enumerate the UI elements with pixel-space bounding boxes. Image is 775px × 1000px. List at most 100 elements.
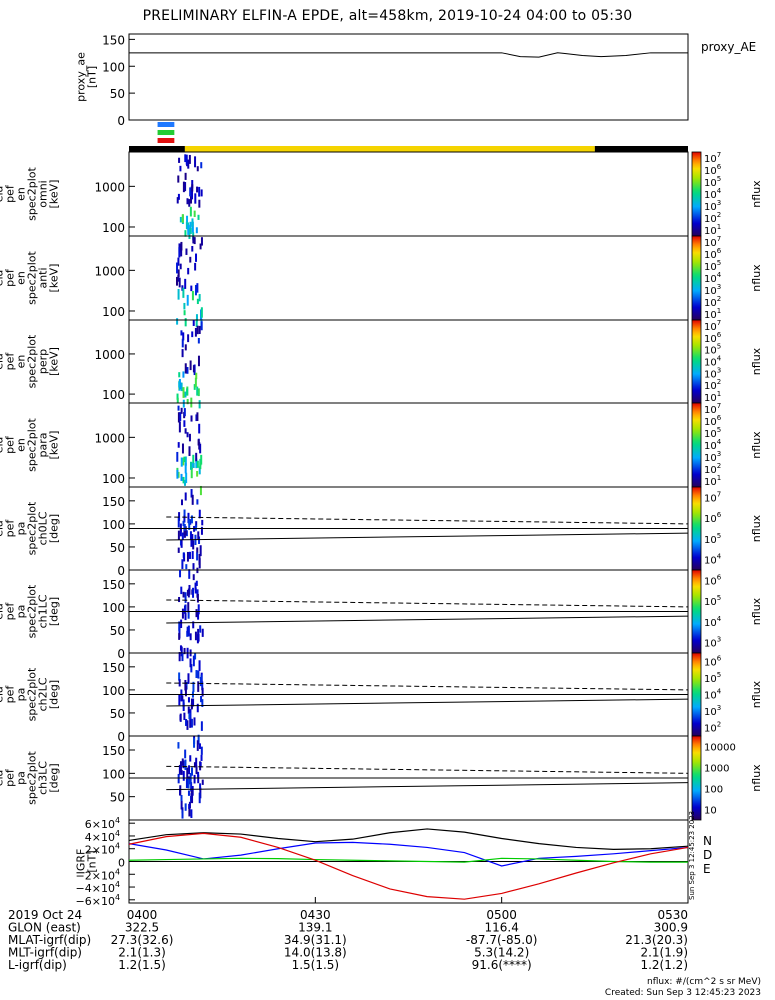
panel-8-spectrum-cell bbox=[187, 777, 190, 789]
panel-2-spectrum-cell bbox=[176, 276, 179, 286]
panel-6-spectrum-cell bbox=[186, 626, 189, 634]
panel-4-spectrum-cell bbox=[197, 439, 200, 446]
panel-2-spectrum-cell bbox=[177, 274, 180, 282]
igrf-series-by bbox=[128, 857, 688, 863]
panel-2-cbar-tick: 101 bbox=[704, 307, 721, 321]
panel-3-cbar-tick: 103 bbox=[704, 366, 721, 380]
panel-2-tick-label: 1000 bbox=[94, 264, 125, 278]
panel-6-spectrum-cell bbox=[192, 621, 195, 629]
panel-5-ylabel-line: [deg] bbox=[48, 514, 61, 543]
panel-2-colorbar bbox=[691, 235, 702, 321]
panel-8-colorbar bbox=[691, 735, 702, 821]
panel-1-spectrum-cell bbox=[184, 172, 187, 180]
panel-5-tick-label: 150 bbox=[102, 495, 125, 509]
panel-8-spectrum-cell bbox=[186, 767, 189, 779]
igrf-legend-E: E bbox=[703, 862, 711, 876]
proxy-ae-frame bbox=[128, 33, 689, 121]
panel-7-ylabel-line: spec2plot bbox=[26, 667, 39, 721]
panel-1-ylabel-line: en bbox=[15, 187, 28, 201]
panel-7-tick-label: 100 bbox=[102, 684, 125, 698]
panel-8-spectrum-cell bbox=[185, 778, 188, 789]
panel-7-spectrum-cell bbox=[179, 713, 182, 722]
panel-2-spectrum-cell bbox=[196, 283, 199, 293]
panel-2-spectrum-cell bbox=[200, 237, 203, 246]
panel-6-spectrum-cell bbox=[192, 574, 195, 581]
panel-8-spectrum-cell bbox=[177, 742, 180, 749]
panel-5-cbar-label: nflux bbox=[750, 514, 763, 542]
panel-2-spectrum-cell bbox=[178, 247, 181, 258]
panel-3-tick-label: 1000 bbox=[94, 348, 125, 362]
panel-7-spectrum-cell bbox=[180, 693, 183, 702]
panel-5-spectrum-cell bbox=[183, 515, 186, 523]
panel-1-tick-label: 1000 bbox=[94, 180, 125, 194]
time-row-value: 14.0(13.8) bbox=[284, 946, 347, 960]
panel-5-spectrum-cell bbox=[187, 512, 190, 524]
time-row-label: MLAT-igrf(dip) bbox=[8, 933, 91, 947]
panel-6-spectrum-cell bbox=[178, 633, 181, 640]
panel-5-colorbar bbox=[691, 486, 702, 571]
igrf-tick-label: 4×104 bbox=[85, 829, 120, 844]
panel-5-cbar-tick: 105 bbox=[704, 532, 721, 546]
panel-4-spectrum-cell bbox=[195, 452, 198, 462]
panel-1-tick-label: 100 bbox=[102, 221, 125, 235]
panel-5-spectrum-cell bbox=[189, 531, 192, 540]
panel-6-spectrum-cell bbox=[186, 589, 189, 596]
panel-8-spectrum-cell bbox=[190, 793, 193, 802]
panel-1-cbar-label: nflux bbox=[750, 180, 763, 208]
time-row-value: 2.1(1.3) bbox=[118, 946, 166, 960]
panel-6-spectrum-cell bbox=[194, 631, 197, 641]
panel-7-cbar-tick: 103 bbox=[704, 704, 721, 718]
panel-3-spectrum-cell bbox=[182, 371, 185, 378]
panel-3-spectrum-cell bbox=[196, 325, 199, 335]
panel-1-spectrum-cell bbox=[179, 216, 182, 223]
panel-7-spectrum-cell bbox=[178, 672, 181, 681]
panel-8-cbar-tick: 10000 bbox=[704, 743, 736, 754]
panel-4-frame bbox=[128, 402, 689, 488]
time-row-value: 0530 bbox=[657, 908, 688, 922]
panel-2-spectrum-cell bbox=[184, 318, 187, 327]
panel-5-spectrum-cell bbox=[191, 551, 194, 560]
panel-5-spectrum-cell bbox=[198, 536, 201, 544]
panel-6-ylabel-line: pa bbox=[15, 605, 28, 619]
panel-8-spectrum-cell bbox=[197, 774, 200, 784]
time-row-value: 0500 bbox=[486, 908, 517, 922]
panel-6-spectrum-cell bbox=[184, 612, 187, 621]
panel-7-spectrum-cell bbox=[196, 703, 199, 713]
panel-8-spectrum-cell bbox=[180, 800, 183, 810]
panel-2-spectrum-cell bbox=[179, 263, 182, 270]
panel-6-spectrum-cell bbox=[180, 586, 183, 595]
panel-1-spectrum-cell bbox=[186, 198, 189, 205]
panel-4-spectrum-cell bbox=[198, 423, 201, 434]
panel-2-spectrum-cell bbox=[196, 298, 199, 305]
panel-4-ylabel-line: spec2plot bbox=[26, 418, 39, 472]
time-row-value: 116.4 bbox=[484, 921, 518, 935]
panel-7-loss-cone-line bbox=[166, 698, 689, 707]
panel-3-spectrum-cell bbox=[182, 387, 185, 398]
panel-4-spectrum-cell bbox=[177, 412, 180, 423]
proxy-ae-legend: proxy_AE bbox=[701, 40, 756, 54]
panel-4-ylabel-line: ela bbox=[0, 437, 6, 454]
panel-7-cbar-tick: 106 bbox=[704, 654, 722, 668]
panel-5-spectrum-cell bbox=[190, 515, 193, 524]
panel-7-spectrum-cell bbox=[198, 660, 201, 671]
panel-2-spectrum-cell bbox=[184, 278, 187, 289]
panel-7-colorbar bbox=[691, 652, 702, 737]
panel-5-spectrum-cell bbox=[178, 512, 181, 521]
panel-8-loss-cone-line bbox=[166, 782, 689, 791]
panel-2-spectrum-cell bbox=[198, 294, 201, 302]
panel-6-cbar-tick: 105 bbox=[704, 594, 721, 608]
panel-4-spectrum-cell bbox=[177, 442, 180, 448]
panel-2-spectrum-cell bbox=[199, 243, 202, 250]
panel-6-spectrum-cell bbox=[187, 625, 190, 637]
panel-8-ylabel-line: [deg] bbox=[48, 763, 61, 792]
panel-5-spectrum-cell bbox=[179, 523, 182, 532]
panel-7-spectrum-cell bbox=[184, 685, 187, 697]
panel-4-spectrum-cell bbox=[183, 408, 186, 417]
panel-5-spectrum-cell bbox=[196, 499, 199, 505]
panel-5-spectrum-cell bbox=[195, 521, 198, 528]
panel-3-spectrum-cell bbox=[197, 388, 200, 397]
panel-6-ylabel-line: [deg] bbox=[48, 597, 61, 626]
panel-5-spectrum-cell bbox=[177, 530, 180, 540]
panel-6-ylabel-line: ch1LC bbox=[37, 594, 50, 628]
panel-2-spectrum-cell bbox=[181, 285, 184, 291]
